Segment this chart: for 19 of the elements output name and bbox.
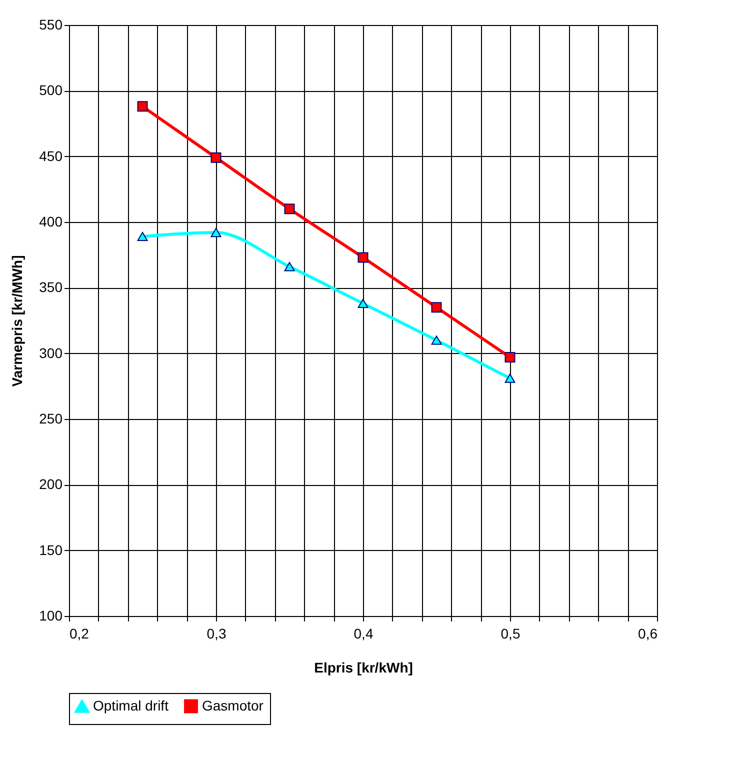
y-axis-title: Varmepris [kr/MWh]	[9, 255, 26, 387]
x-tick-label: 0,4	[354, 626, 374, 642]
y-tick-label: 350	[39, 279, 63, 296]
y-tick-label: 400	[39, 214, 63, 230]
x-tick-label: 0,2	[70, 626, 90, 642]
y-tick-label: 250	[39, 410, 63, 426]
y-tick-label: 200	[39, 476, 63, 492]
y-tick-label: 450	[39, 148, 63, 164]
x-tick-label: 0,3	[206, 626, 226, 642]
legend-label: Optimal drift	[93, 698, 169, 714]
y-tick-label: 100	[39, 608, 63, 624]
x-axis-title: Elpris [kr/kWh]	[314, 660, 413, 676]
y-tick-label: 500	[39, 82, 63, 98]
y-tick-label: 150	[39, 542, 63, 558]
x-tick-label: 0,5	[500, 626, 520, 642]
y-tick-label: 300	[39, 344, 63, 361]
x-tick-label: 0,6	[638, 626, 658, 642]
y-tick-label: 550	[39, 16, 63, 32]
legend-label: Gasmotor	[202, 697, 264, 714]
